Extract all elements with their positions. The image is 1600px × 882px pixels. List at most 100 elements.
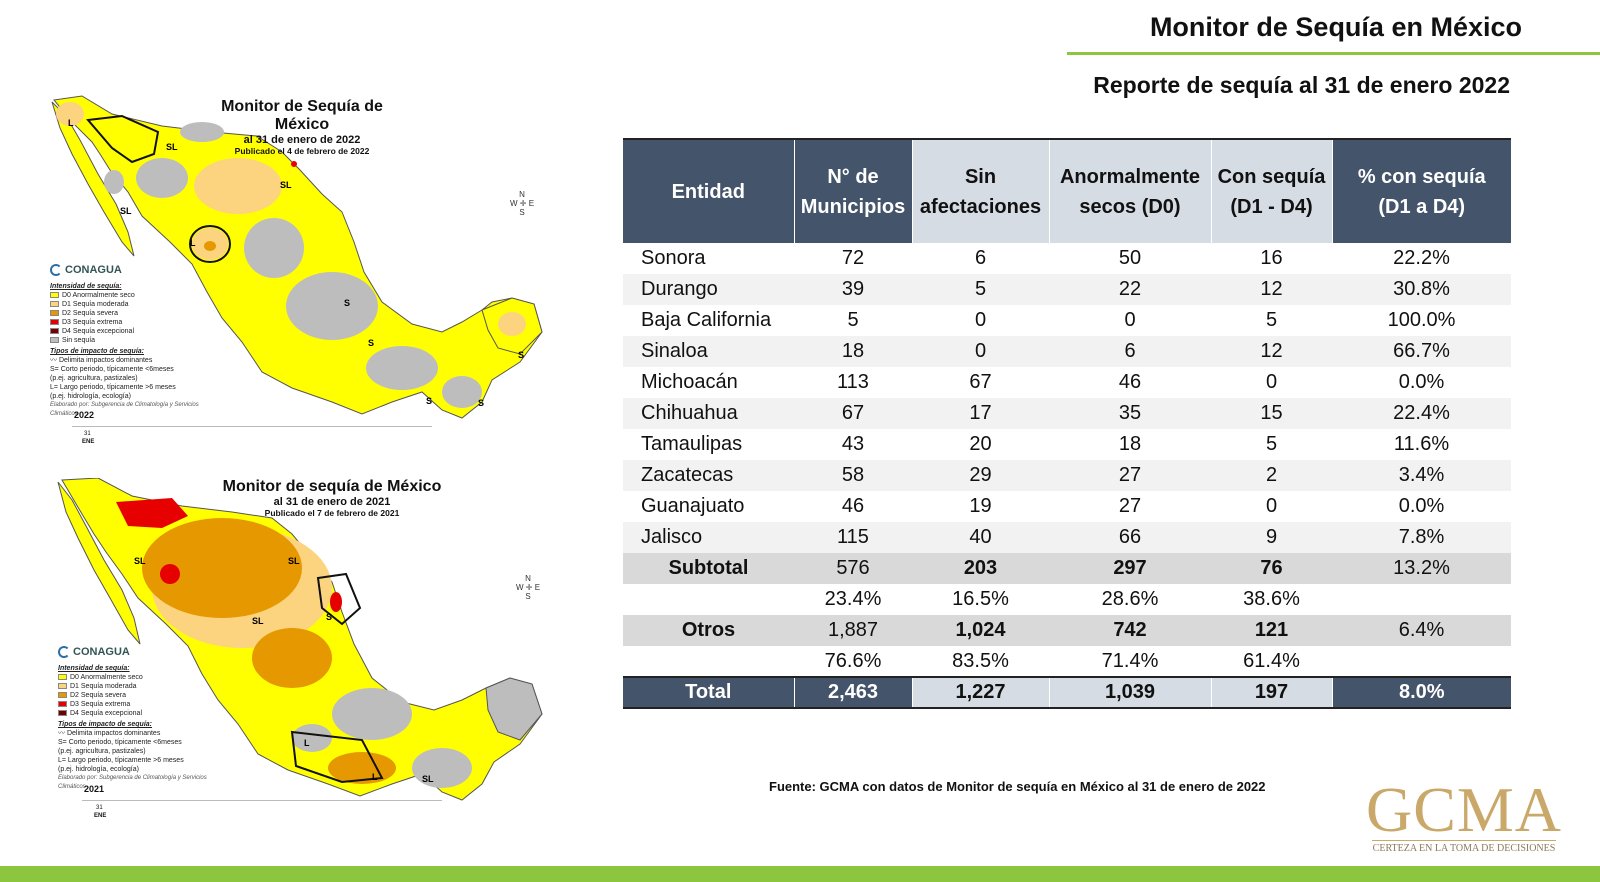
no-drought-area (366, 346, 438, 390)
impact-label: S (344, 298, 350, 308)
table-row: Guanajuato 46 19 27 0 0.0% (623, 491, 1511, 522)
table-cell-col-3: 66 (1049, 522, 1211, 553)
header-sin-afectaciones: Sin afectaciones (911, 139, 1049, 243)
table-cell-col-2: 19 (969, 495, 992, 517)
table-cell-col-0: Zacatecas (623, 460, 794, 491)
table-cell-col-1: 113 (837, 371, 869, 393)
table-cell-col-0: Michoacán (641, 371, 738, 393)
gcma-tagline: CERTEZA EN LA TOMA DE DECISIONES (1372, 840, 1556, 854)
otros-cell-col-5: 6.4% (1332, 615, 1511, 646)
impact-label: SL (288, 556, 300, 566)
table-cell-col-0: Chihuahua (623, 398, 794, 429)
table-cell-col-5: 30.8% (1332, 274, 1511, 305)
table-cell-col-3: 35 (1049, 398, 1211, 429)
otros-cell-col-2: 1,024 (912, 615, 1049, 646)
table-cell-col-5: 100.0% (1387, 309, 1456, 331)
table-cell-col-5: 66.7% (1332, 336, 1511, 367)
total-cell-col-2: 1,227 (911, 676, 1049, 709)
boundary-line-icon: 〰 (58, 730, 65, 737)
table-cell-col-5: 0.0% (1398, 371, 1445, 393)
table-cell-col-1: 67 (794, 398, 912, 429)
map-2022-title: Monitor de Sequía de México al 31 de ene… (221, 98, 383, 156)
map-2021-year: 2021 (84, 784, 105, 794)
table-cell-col-2: 6 (974, 247, 987, 269)
table-cell-col-0: Jalisco (623, 522, 794, 553)
table-cell-col-2: 5 (912, 274, 1049, 305)
table-header-row: Entidad N° de Municipios Sin afectaciones … (623, 139, 1511, 243)
table-cell-col-4: 12 (1211, 336, 1332, 367)
no-drought-area (104, 170, 124, 194)
header-pct-sequia: % con sequía (D1 a D4) (1331, 139, 1511, 243)
d3-patch (330, 592, 342, 612)
subtotal-pct-cell-col-5 (1332, 584, 1511, 615)
table-cell-col-3: 18 (1118, 433, 1142, 455)
table-cell-col-2: 0 (974, 309, 987, 331)
boundary-line-icon: 〰 (50, 357, 57, 364)
table-cell-col-5: 22.4% (1332, 398, 1511, 429)
impact-label: SL (280, 180, 292, 190)
table-cell-col-2: 40 (912, 522, 1049, 553)
table-cell-col-0: Sinaloa (623, 336, 794, 367)
table-cell-col-4: 15 (1211, 398, 1332, 429)
table-cell-col-5: 3.4% (1332, 460, 1511, 491)
map-2021-timeline: 31 ENE (82, 800, 442, 820)
map-2021-title: Monitor de sequía de México al 31 de ene… (222, 478, 442, 518)
table-cell-col-3: 27 (1049, 460, 1211, 491)
table-cell-col-5: 11.6% (1393, 433, 1450, 455)
otros-pct-cell-col-1: 76.6% (824, 649, 882, 672)
baja-peninsula (51, 101, 135, 257)
impact-label: SL (422, 774, 434, 784)
no-drought-area (292, 724, 332, 752)
table-cell-col-3: 27 (1118, 495, 1142, 517)
map-2022: L SL SL SL L S S S S S Monitor de Sequía… (42, 92, 572, 464)
map-2022-year: 2022 (74, 410, 95, 420)
no-drought-area (286, 272, 378, 340)
map-2022-legend: CONAGUA Intensidad de sequía: D0 Anormal… (50, 263, 199, 417)
otros-cell-col-4: 121 (1211, 615, 1332, 646)
table-cell-col-5: 7.8% (1332, 522, 1511, 553)
subtotal-cell-col-0: Subtotal (623, 553, 794, 584)
table-row: Zacatecas 58 29 27 2 3.4% (623, 460, 1511, 491)
header-anormalmente-secos: Anormalmente secos (D0) (1048, 139, 1211, 243)
header-municipios: N° de Municipios (793, 139, 912, 243)
no-drought-area (412, 748, 472, 788)
header-entidad: Entidad (623, 139, 794, 243)
table-cell-col-1: 39 (794, 274, 912, 305)
table-cell-col-1: 5 (847, 309, 859, 331)
d2-patch (142, 518, 302, 618)
impact-label: L (190, 238, 196, 248)
header-con-sequia: Con sequía (D1 - D4) (1210, 139, 1332, 243)
drought-table: Entidad N° de Municipios Sin afectaciones … (623, 138, 1511, 709)
yucatan (485, 677, 543, 741)
impact-label: S (368, 338, 374, 348)
otros-cell-col-1: 1,887 (794, 615, 912, 646)
map-2022-timeline: 31 ENE (72, 426, 432, 446)
impact-boundary (86, 114, 160, 164)
total-cell-col-5: 8.0% (1331, 676, 1511, 709)
no-drought-area (244, 218, 304, 278)
table-cell-col-1: 58 (794, 460, 912, 491)
page-title: Monitor de Sequía en México (1149, 12, 1522, 42)
table-row: Durango 39 5 22 12 30.8% (623, 274, 1511, 305)
total-row: Total 2,463 1,227 1,039 197 8.0% (623, 676, 1511, 709)
impact-label: S (478, 398, 484, 408)
subtotal-pct-cell-col-0 (623, 584, 794, 615)
table-row: Tamaulipas 43 20 18 5 11.6% (623, 429, 1511, 460)
table-cell-col-1: 46 (841, 495, 865, 517)
d1-patch (56, 102, 84, 126)
table-cell-col-2: 17 (912, 398, 1049, 429)
report-subtitle: Reporte de sequía al 31 de enero 2022 (1093, 72, 1510, 98)
map-2021-legend: CONAGUA Intensidad de sequía: D0 Anormal… (58, 645, 207, 790)
d3-patch (116, 498, 188, 528)
table-row: Chihuahua 67 17 35 15 22.4% (623, 398, 1511, 429)
d2-patch (252, 628, 332, 688)
compass-icon: N W ✛ E S (510, 190, 535, 217)
subtotal-pct-cell-col-4: 38.6% (1243, 588, 1300, 610)
gcma-wordmark: GCMA (1365, 774, 1563, 845)
table-cell-col-1: 18 (794, 336, 912, 367)
impact-label: SL (120, 206, 132, 216)
otros-pct-row: 76.6% 83.5% 71.4% 61.4% (623, 646, 1511, 677)
table-cell-col-4: 5 (1265, 433, 1278, 455)
table-cell-col-4: 16 (1260, 247, 1283, 269)
table-cell-col-3: 46 (1118, 371, 1142, 393)
